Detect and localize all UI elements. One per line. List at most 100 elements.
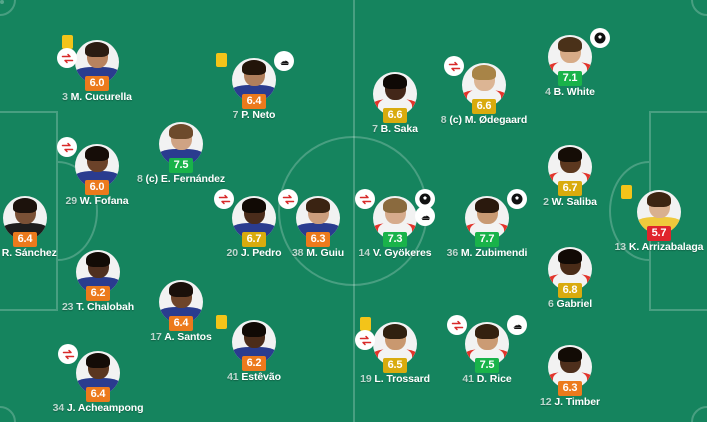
substitution-icon (59, 139, 75, 155)
player-name-label: 3 M. Cucurella (62, 91, 132, 103)
badge-group-left (216, 315, 227, 329)
player-hair (558, 249, 582, 264)
player-name-label: 8 (c) M. Ødegaard (440, 114, 528, 126)
player-token[interactable]: 7.5 41 D. Rice (439, 317, 535, 386)
avatar-wrap: 6.3 (548, 345, 592, 396)
player-hair (169, 124, 193, 139)
player-token[interactable]: 6.6 8 (c) M. Ødegaard (436, 58, 532, 127)
rating-badge: 7.5 (475, 358, 499, 373)
player-hair (13, 198, 37, 213)
rating-badge: 6.6 (472, 99, 496, 114)
player-token[interactable]: 6.7 2 W. Saliba (522, 145, 618, 209)
avatar (373, 196, 417, 240)
badge-group-left (357, 317, 373, 348)
player-name-label: 41 Estêvão (227, 371, 281, 383)
player-token[interactable]: 6.2 23 T. Chalobah (50, 250, 146, 314)
rating-badge: 6.4 (13, 232, 37, 247)
rating-badge: 7.5 (169, 158, 193, 173)
player-hair (647, 192, 671, 207)
player-token[interactable]: 6.8 6 Gabriel (522, 247, 618, 311)
avatar-wrap: 7.1 (548, 30, 608, 86)
rating-badge: 6.7 (558, 181, 582, 196)
rating-badge: 6.2 (86, 286, 110, 301)
player-token[interactable]: 6.0 3 M. Cucurella (49, 35, 145, 104)
badge-group-left (357, 191, 373, 207)
avatar (75, 40, 119, 84)
player-name-label: 19 L. Trossard (360, 373, 430, 385)
corner-arc-bottom-left (0, 406, 16, 422)
assist-icon (417, 208, 433, 224)
player-number: 41 (462, 373, 474, 385)
player-name-label: 41 D. Rice (462, 373, 512, 385)
player-token[interactable]: 6.4 34 J. Acheampong (50, 346, 146, 415)
avatar (3, 196, 47, 240)
avatar-wrap: 6.4 (216, 53, 292, 109)
substitution-icon (449, 317, 465, 333)
goal-icon (592, 30, 608, 46)
player-number: 13 (614, 241, 627, 253)
player-name-label: 8 (c) E. Fernández (136, 173, 226, 185)
player-name-label: 7 P. Neto (232, 109, 276, 121)
player-token[interactable]: 6.3 12 J. Timber (522, 345, 618, 409)
substitution-icon (357, 332, 373, 348)
avatar-wrap: 5.7 (621, 185, 681, 241)
player-token[interactable]: 6.4 7 P. Neto (206, 53, 302, 122)
player-name-label: 38 M. Guiu (291, 247, 345, 259)
player-number: 6 (547, 298, 554, 310)
player-hair (85, 42, 109, 57)
player-number: 36 (446, 247, 459, 259)
player-token[interactable]: 5.7 13 K. Arrizabalaga (611, 185, 707, 254)
player-hair (306, 198, 330, 213)
player-name-label: 13 K. Arrizabalaga (614, 241, 704, 253)
corner-arc-top-right (691, 0, 707, 16)
rating-badge: 6.0 (85, 180, 109, 195)
avatar-wrap: 6.0 (59, 35, 119, 91)
yellow-card-icon (621, 185, 632, 199)
avatar-wrap: 7.5 (159, 122, 203, 173)
substitution-icon (216, 191, 232, 207)
player-token[interactable]: 7.3 14 V. Gyökeres (347, 191, 443, 260)
player-token[interactable]: 6.6 7 B. Saka (347, 72, 443, 136)
player-token[interactable]: 6.41 R. Sánchez (0, 196, 73, 260)
avatar-wrap: 6.2 (216, 315, 276, 371)
substitution-icon (357, 191, 373, 207)
avatar-wrap: 7.7 (465, 191, 525, 247)
player-number: 8 (440, 114, 447, 126)
avatar-wrap: 7.3 (357, 191, 433, 247)
player-hair (558, 147, 582, 162)
player-hair (383, 198, 407, 213)
player-number: 14 (358, 247, 371, 259)
badge-group-right (509, 317, 525, 333)
player-token[interactable]: 7.7 36 M. Zubimendi (439, 191, 535, 260)
corner-arc-bottom-right (691, 406, 707, 422)
player-hair (242, 60, 266, 75)
player-token[interactable]: 6.7 20 J. Pedro (206, 191, 302, 260)
player-token[interactable]: 7.1 4 B. White (522, 30, 618, 99)
center-spot (0, 0, 4, 4)
rating-badge: 7.7 (475, 232, 499, 247)
goal-icon (509, 191, 525, 207)
player-token[interactable]: 6.3 38 M. Guiu (270, 191, 366, 260)
avatar-wrap: 6.2 (76, 250, 120, 301)
player-hair (383, 324, 407, 339)
player-token[interactable]: 6.0 29 W. Fofana (49, 139, 145, 208)
substitution-icon (60, 346, 76, 362)
player-name-label: 4 B. White (545, 86, 595, 98)
avatar-wrap: 6.3 (280, 191, 340, 247)
player-number: 3 (62, 91, 68, 103)
player-token[interactable]: 6.4 17 A. Santos (133, 280, 229, 344)
player-token[interactable]: 7.5 8 (c) E. Fernández (133, 122, 229, 186)
player-number: 38 (291, 247, 304, 259)
player-token[interactable]: 6.2 41 Estêvão (206, 315, 302, 384)
rating-badge: 5.7 (647, 226, 671, 241)
rating-badge: 6.3 (306, 232, 330, 247)
player-hair (242, 198, 266, 213)
avatar (75, 144, 119, 188)
avatar-wrap: 6.7 (548, 145, 592, 196)
player-name-label: 2 W. Saliba (543, 196, 597, 208)
player-token[interactable]: 6.5 19 L. Trossard (347, 317, 443, 386)
player-name-label: 34 J. Acheampong (52, 402, 144, 414)
substitution-icon (280, 191, 296, 207)
badge-group-left (59, 35, 75, 66)
